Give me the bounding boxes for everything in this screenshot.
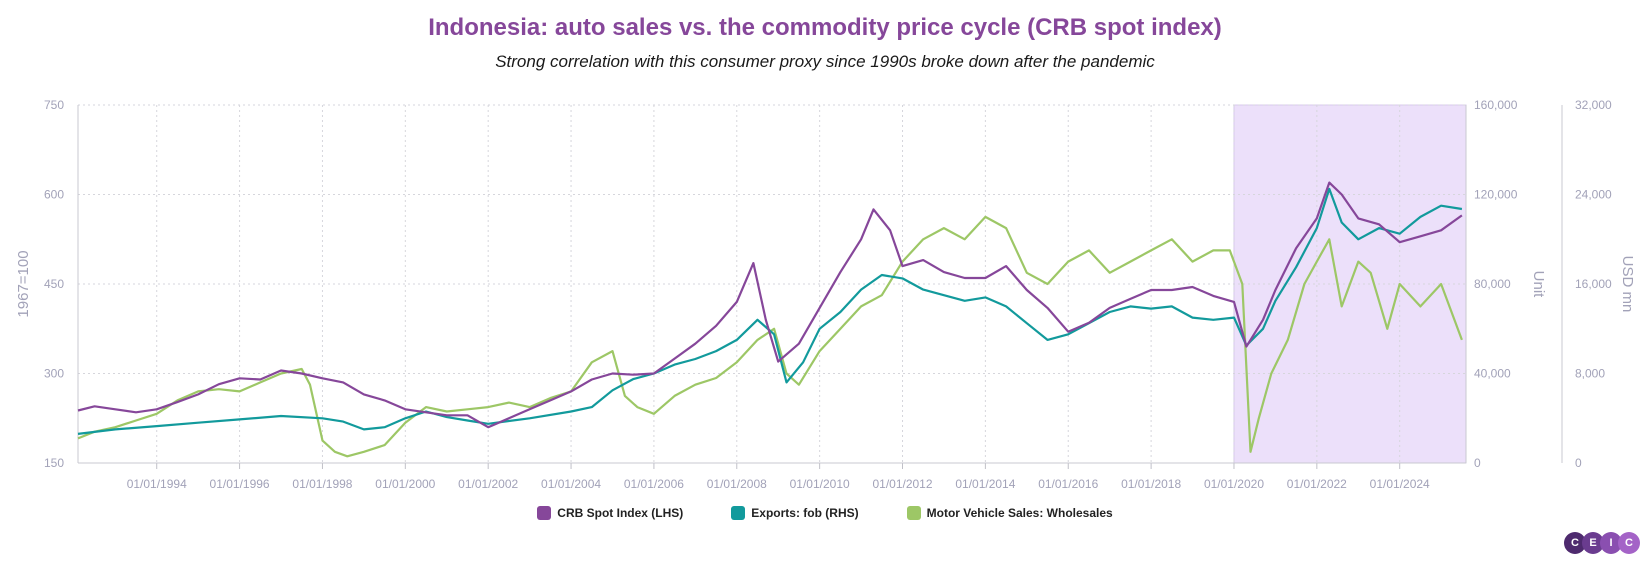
logo-letter: E xyxy=(1582,532,1604,554)
logo-letter: I xyxy=(1600,532,1622,554)
series-line-exports xyxy=(77,187,1463,435)
left-tick-label: 450 xyxy=(44,277,64,291)
legend-item-crb[interactable]: CRB Spot Index (LHS) xyxy=(537,506,683,520)
legend: CRB Spot Index (LHS) Exports: fob (RHS) … xyxy=(0,506,1650,520)
usd-tick-label: 24,000 xyxy=(1575,188,1612,202)
unit-tick-label: 160,000 xyxy=(1474,98,1518,112)
series-line-sales xyxy=(77,215,1463,458)
left-tick-label: 150 xyxy=(44,456,64,470)
usd-tick-label: 0 xyxy=(1575,456,1582,470)
x-tick-label: 01/01/2012 xyxy=(872,477,932,491)
unit-tick-label: 120,000 xyxy=(1474,188,1518,202)
x-tick-label: 01/01/2016 xyxy=(1038,477,1098,491)
series-line-crb xyxy=(77,181,1463,429)
x-tick-label: 01/01/1996 xyxy=(210,477,270,491)
left-tick-label: 600 xyxy=(44,188,64,202)
x-tick-label: 01/01/2008 xyxy=(707,477,767,491)
x-tick-label: 01/01/2002 xyxy=(458,477,518,491)
left-tick-label: 300 xyxy=(44,367,64,381)
legend-swatch-exports xyxy=(731,506,746,520)
unit-axis-title: Unit xyxy=(1530,271,1547,299)
left-tick-label: 750 xyxy=(44,98,64,112)
usd-tick-label: 32,000 xyxy=(1575,98,1612,112)
legend-label-crb: CRB Spot Index (LHS) xyxy=(557,506,684,520)
left-axis-title: 1967=100 xyxy=(15,250,32,317)
unit-tick-label: 0 xyxy=(1474,456,1481,470)
x-tick-label: 01/01/2006 xyxy=(624,477,684,491)
legend-swatch-crb xyxy=(537,506,552,520)
logo-letter: C xyxy=(1618,532,1640,554)
x-tick-label: 01/01/2024 xyxy=(1370,477,1430,491)
logo-letter: C xyxy=(1564,532,1586,554)
x-tick-label: 01/01/2014 xyxy=(955,477,1015,491)
unit-tick-label: 40,000 xyxy=(1474,367,1511,381)
legend-label-sales: Motor Vehicle Sales: Wholesales xyxy=(926,506,1113,520)
x-tick-label: 01/01/1998 xyxy=(292,477,352,491)
legend-label-exports: Exports: fob (RHS) xyxy=(751,506,859,520)
chart-subtitle: Strong correlation with this consumer pr… xyxy=(495,52,1155,71)
ceic-logo: C E I C xyxy=(1564,532,1640,554)
legend-item-exports[interactable]: Exports: fob (RHS) xyxy=(731,506,859,520)
x-tick-label: 01/01/2020 xyxy=(1204,477,1264,491)
chart-title: Indonesia: auto sales vs. the commodity … xyxy=(428,14,1222,41)
x-tick-label: 01/01/2022 xyxy=(1287,477,1347,491)
x-tick-label: 01/01/2000 xyxy=(375,477,435,491)
usd-axis-title: USD mn xyxy=(1619,256,1636,313)
x-tick-label: 01/01/2018 xyxy=(1121,477,1181,491)
legend-swatch-sales xyxy=(906,506,921,520)
x-tick-label: 01/01/2010 xyxy=(790,477,850,491)
usd-tick-label: 8,000 xyxy=(1575,367,1605,381)
x-tick-label: 01/01/2004 xyxy=(541,477,601,491)
x-tick-label: 01/01/1994 xyxy=(127,477,187,491)
legend-item-sales[interactable]: Motor Vehicle Sales: Wholesales xyxy=(906,506,1113,520)
usd-tick-label: 16,000 xyxy=(1575,277,1612,291)
unit-tick-label: 80,000 xyxy=(1474,277,1511,291)
